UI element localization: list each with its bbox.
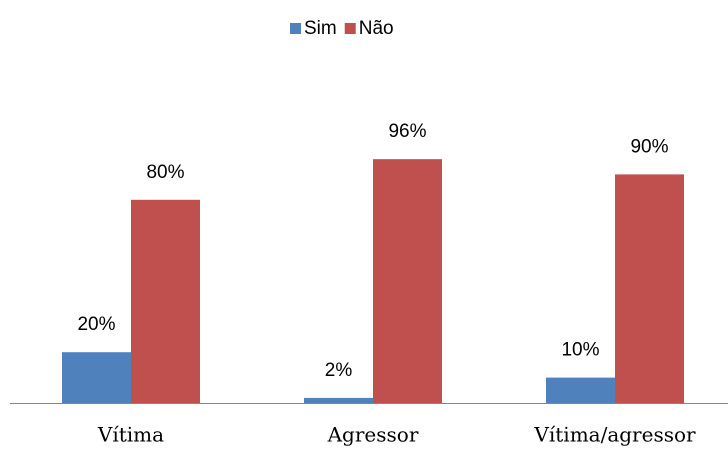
bar — [304, 397, 373, 403]
data-label: 2% — [325, 360, 353, 381]
data-label: 80% — [146, 162, 184, 183]
legend-swatch — [344, 23, 356, 34]
bar — [615, 174, 684, 403]
legend-label: Sim — [304, 18, 337, 39]
legend-label: Não — [359, 18, 394, 39]
x-tick-label: Vítima — [97, 423, 164, 447]
bar — [546, 377, 615, 403]
bar — [373, 159, 442, 403]
data-label: 10% — [561, 340, 599, 361]
x-tick-label: Vítima/agressor — [533, 423, 696, 447]
data-label: 90% — [630, 136, 668, 157]
bar — [131, 199, 200, 403]
bar — [62, 352, 131, 403]
x-tick-label: Agressor — [327, 423, 419, 447]
data-label: 96% — [388, 121, 426, 142]
legend-swatch — [290, 23, 301, 34]
data-label: 20% — [77, 314, 115, 335]
